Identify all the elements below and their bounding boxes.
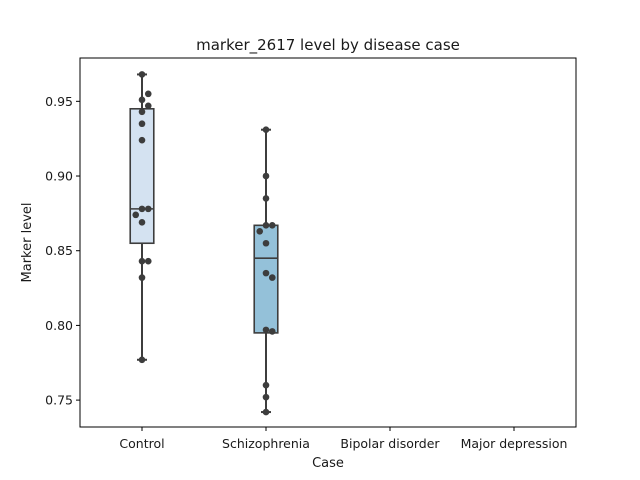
y-tick-label: 0.85	[45, 243, 73, 258]
data-point	[262, 393, 270, 401]
points-layer	[132, 71, 276, 416]
data-point	[262, 222, 270, 229]
data-point	[138, 205, 146, 213]
data-point	[138, 108, 146, 116]
data-point	[262, 326, 270, 334]
data-point	[138, 356, 146, 364]
data-point	[268, 222, 276, 229]
y-tick-label: 0.90	[45, 169, 73, 184]
x-tick-label: Schizophrenia	[222, 436, 310, 451]
x-axis: Control Schizophrenia Bipolar disorder Majo…	[119, 427, 567, 451]
data-point	[144, 102, 152, 110]
data-point	[262, 195, 270, 202]
data-point	[262, 408, 270, 416]
x-tick-label: Major depression	[461, 436, 568, 451]
y-axis: 0.75 0.80 0.85 0.90 0.95	[45, 94, 80, 408]
y-axis-label: Marker level	[20, 203, 35, 283]
data-point	[138, 136, 146, 144]
boxes-layer	[129, 73, 279, 414]
data-point	[268, 274, 276, 281]
y-tick-label: 0.95	[45, 94, 73, 109]
plot-area	[79, 57, 577, 428]
data-point	[138, 257, 146, 265]
x-tick-label: Control	[119, 436, 164, 451]
data-point	[138, 274, 146, 281]
plot-frame	[79, 57, 577, 428]
data-point	[262, 381, 270, 389]
data-point	[138, 219, 146, 226]
data-point	[262, 239, 270, 247]
data-point	[138, 96, 146, 104]
data-point	[138, 120, 146, 128]
data-point	[144, 205, 152, 213]
data-point	[144, 90, 152, 98]
x-axis-label: Case	[312, 456, 344, 471]
data-point	[262, 126, 270, 134]
data-point	[138, 71, 146, 78]
x-tick-label: Bipolar disorder	[340, 436, 440, 451]
data-point	[256, 227, 264, 235]
y-tick-label: 0.80	[45, 318, 73, 333]
data-point	[268, 328, 276, 335]
data-point	[144, 257, 152, 265]
data-point	[132, 211, 140, 219]
data-point	[262, 172, 270, 180]
data-point	[262, 269, 270, 277]
chart-title: marker_2617 level by disease case	[196, 36, 460, 55]
y-tick-label: 0.75	[45, 393, 73, 408]
